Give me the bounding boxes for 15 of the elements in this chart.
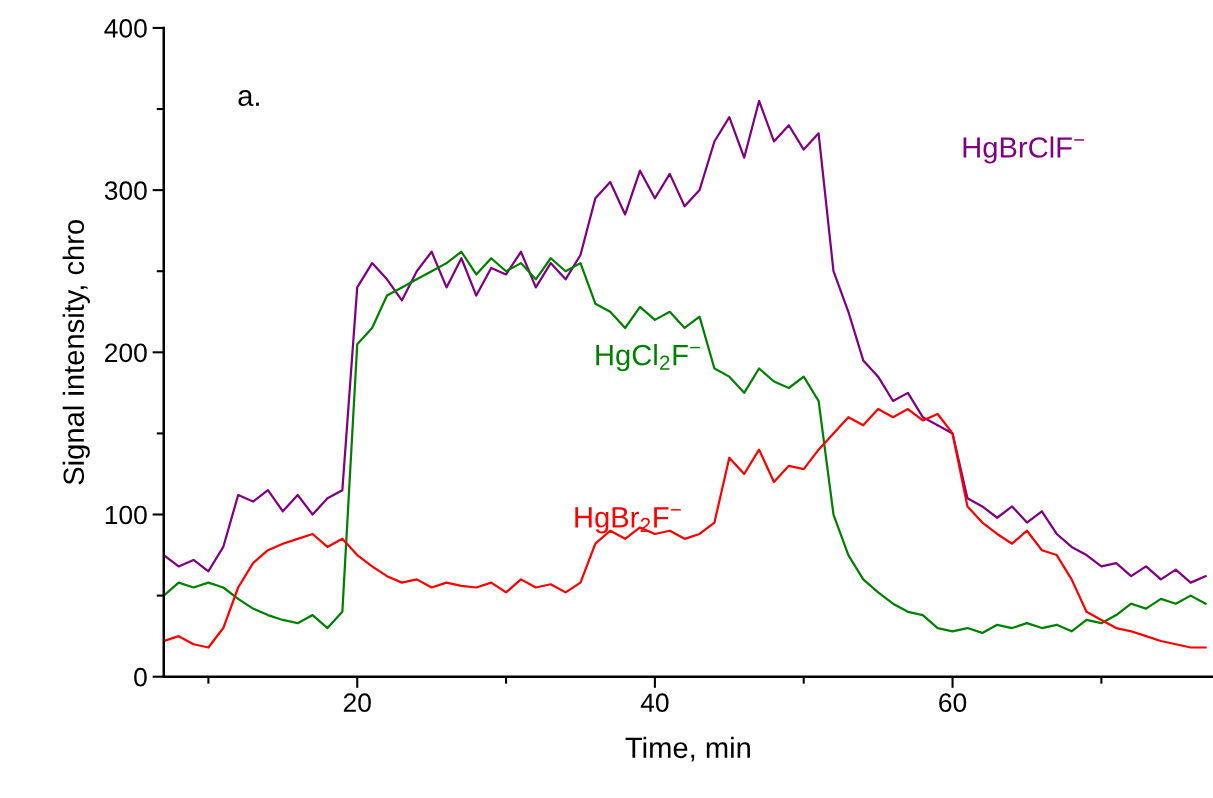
annotation: a.: [238, 90, 259, 107]
y-axis-title: Signal intensity, chro: [62, 220, 90, 485]
line-series: [163, 407, 1207, 649]
y-tick-label: 0: [134, 667, 147, 687]
line-series: [163, 250, 1207, 635]
x-tick-label: 60: [939, 693, 967, 713]
y-tick-label: 100: [105, 505, 147, 525]
y-tick-label: 200: [105, 343, 147, 363]
text: HgBrClF$^{−}$: [963, 136, 1085, 164]
y-tick-label: 300: [104, 181, 147, 200]
x-axis-title: Time, min: [625, 736, 750, 762]
y-tick-label: 400: [104, 19, 147, 38]
x-tick-label: 40: [640, 693, 669, 713]
series-label: HgCl$_{2}$F$^{−}$: [596, 344, 701, 372]
x-tick-label: 20: [343, 693, 371, 713]
